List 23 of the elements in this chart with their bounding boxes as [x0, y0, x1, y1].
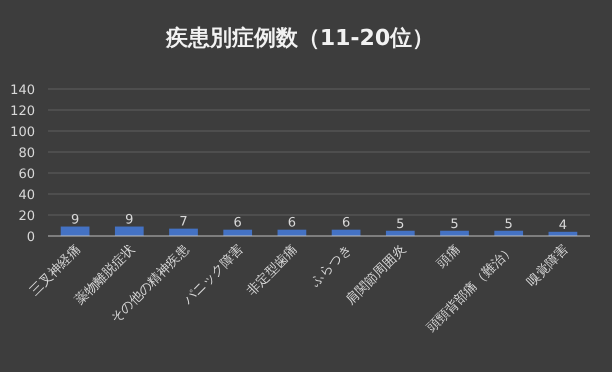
data-label: 5 — [504, 216, 513, 232]
x-tick-label: 頭痛 — [434, 242, 464, 272]
y-tick-label: 0 — [26, 230, 35, 245]
y-tick-label: 140 — [10, 83, 35, 98]
y-tick-label: 100 — [10, 125, 35, 140]
data-label: 9 — [125, 212, 134, 228]
y-tick-label: 20 — [18, 209, 35, 224]
data-label: 5 — [450, 216, 459, 232]
x-tick-label: ふらつき — [306, 242, 355, 290]
x-tick-label: 嗅覚障害 — [524, 242, 572, 290]
data-label: 9 — [70, 212, 80, 228]
x-tick-label: 非定型歯痛 — [244, 242, 301, 299]
data-label: 4 — [558, 218, 568, 233]
y-tick-label: 40 — [18, 188, 35, 203]
chart-title: 疾患別症例数（11-20位） — [164, 26, 434, 51]
y-tick-label: 80 — [18, 146, 35, 161]
data-label: 5 — [396, 216, 404, 232]
data-label: 6 — [288, 216, 296, 231]
data-label: 6 — [342, 216, 350, 231]
y-tick-label: 120 — [10, 104, 35, 119]
data-label: 7 — [179, 214, 188, 230]
data-label: 6 — [234, 216, 242, 231]
y-tick-label: 60 — [18, 167, 35, 182]
